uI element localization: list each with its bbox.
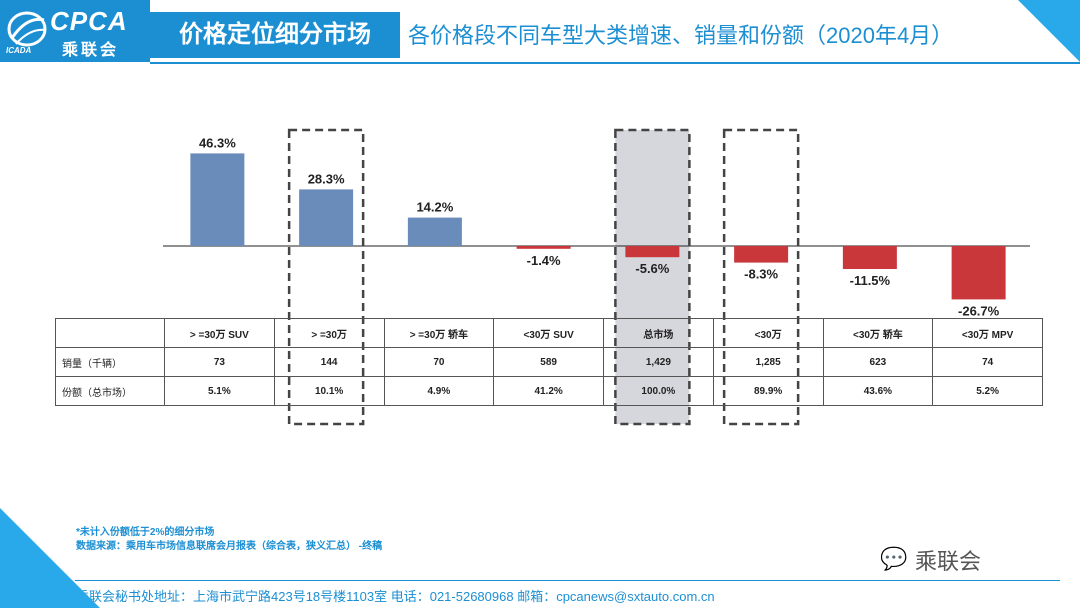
value-labels: 46.3% 28.3% 14.2% -1.4% -5.6% -8.3% -11.5% -26.… [199,135,1000,318]
corner-decoration-top-right [1018,0,1080,62]
bar-value-label: -26.7% [958,303,1000,318]
logo-globe-icon [7,11,47,47]
bar-value-label: 28.3% [308,171,345,186]
table-header-cell: <30万 SUV [493,318,604,348]
table-cell: 70 [383,347,495,377]
logo-small-text: ICADA [6,46,32,55]
cpca-logo: CPCA 乘联会 ICADA [4,4,146,59]
watermark-text: 乘联会 [915,549,982,574]
header-divider [150,62,1080,64]
table-cell: 5.1% [164,376,275,406]
table-header-cell: <30万 轿车 [822,318,934,348]
table-header-cell: > =30万 SUV [164,318,275,348]
table-cell: 100.0% [603,376,714,406]
table-row-volume: 销量（千辆） 73 144 70 589 1,429 1,285 623 74 [55,347,1043,377]
row-label: 销量（千辆） [55,347,165,377]
bars [190,153,1006,300]
wechat-icon: 💬 [880,546,908,571]
logo-text: CPCA [50,6,128,36]
table-cell: 589 [493,347,604,377]
table-header-cell: > =30万 轿车 [383,318,495,348]
table-cell: 1,429 [603,347,714,377]
table-cell: 5.2% [932,376,1043,406]
table-cell: 623 [822,347,934,377]
bar [951,246,1006,300]
footnote-1: *未计入份额低于2%的细分市场 [76,527,215,538]
table-cell: 41.2% [493,376,604,406]
table-cell: 10.1% [273,376,385,406]
table-cell: 144 [273,347,385,377]
row-label: 份额（总市场） [55,376,165,406]
table-header-cell: <30万 [712,318,824,348]
highlight-dashed-box [287,128,365,426]
table-header-cell: <30万 MPV [932,318,1043,348]
section-tag: 价格定位细分市场 [150,12,400,58]
footnote-source: 数据来源：乘用车市场信息联席会月报表（综合表，狭义汇总） -终稿 [76,541,383,552]
table-row-share: 份额（总市场） 5.1% 10.1% 4.9% 41.2% 100.0% 89.… [55,376,1043,406]
bar-value-label: -8.3% [744,267,778,282]
bar [407,217,462,246]
data-table: > =30万 SUV > =30万 > =30万 轿车 <30万 SUV 总市场… [55,318,1043,406]
table-header-cell: > =30万 [273,318,385,348]
footer-divider [75,580,1060,581]
header-logo-panel [0,0,150,62]
bar-value-label: 14.2% [416,200,453,215]
bar-value-label: -11.5% [850,273,891,288]
table-cell: 1,285 [712,347,824,377]
bar-value-label: -1.4% [527,253,561,268]
table-cell: 89.9% [712,376,824,406]
bar-value-label: -5.6% [635,261,669,276]
footnotes: *未计入份额低于2%的细分市场 数据来源：乘用车市场信息联席会月报表（综合表，狭… [76,526,382,554]
table-cell: 4.9% [383,376,495,406]
logo-chinese-text: 乘联会 [62,42,120,59]
table-header-row: > =30万 SUV > =30万 > =30万 轿车 <30万 SUV 总市场… [55,318,1043,348]
bar [190,153,245,246]
table-header-cell: 总市场 [603,318,714,348]
bar [842,246,897,269]
dashed-outlines [287,128,800,426]
table-cell: 43.6% [822,376,934,406]
table-cell: 74 [932,347,1043,377]
bar [625,246,680,258]
highlight-dashed-box [614,128,691,426]
corner-decoration-bottom-left [0,508,100,608]
table-header-cell [55,318,165,348]
table-cell: 73 [164,347,275,377]
footer-contact: 乘联会秘书处地址：上海市武宁路423号18号楼1103室 电话：021-5268… [76,589,715,604]
bar [299,189,354,246]
bar [516,246,571,249]
highlight-dashed-box [722,128,800,426]
bar-value-label: 46.3% [199,135,236,150]
bar [734,246,789,263]
page-title: 各价格段不同车型大类增速、销量和份额（2020年4月） [408,23,954,48]
